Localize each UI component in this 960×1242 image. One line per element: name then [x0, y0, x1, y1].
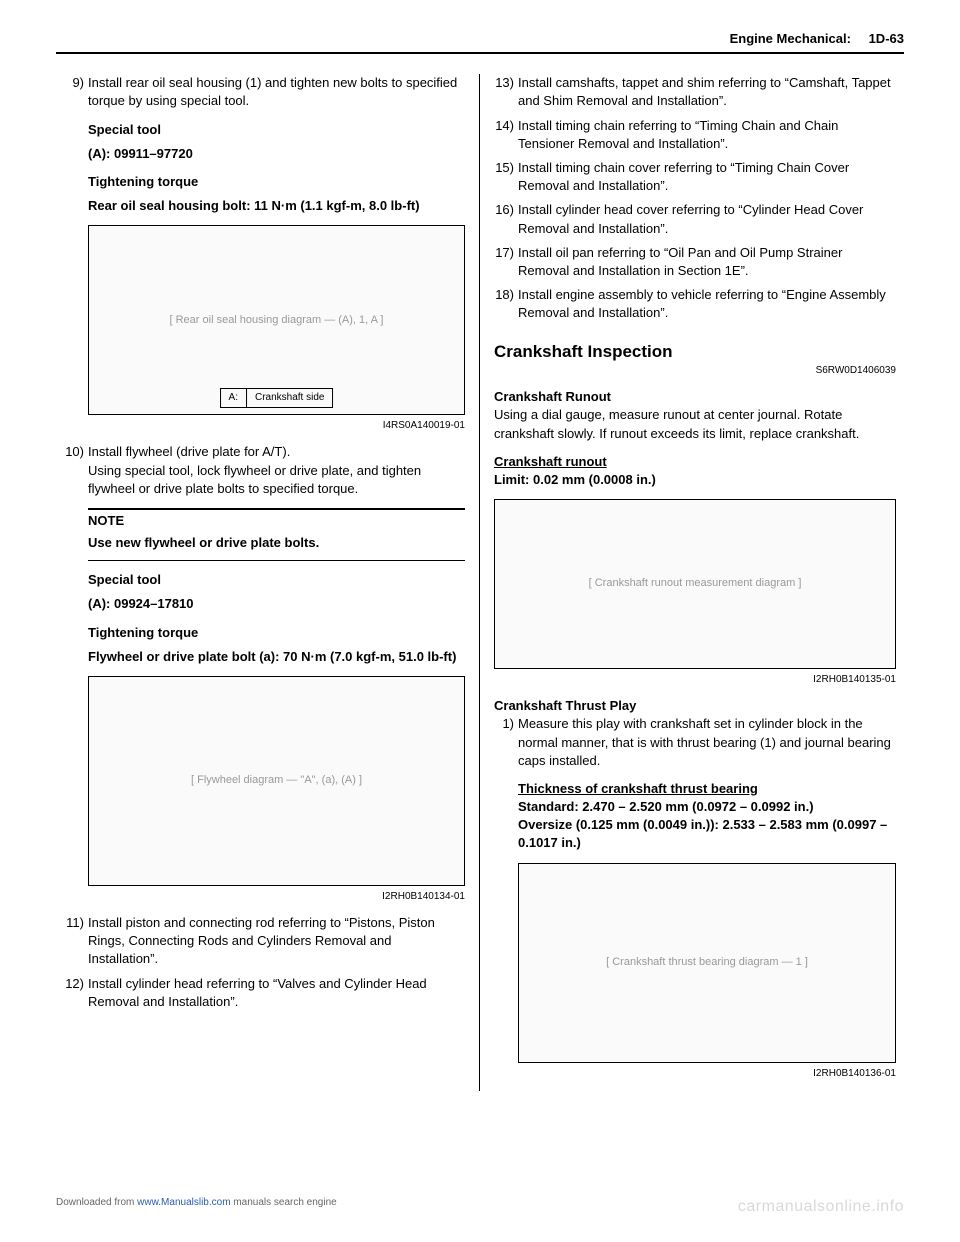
figure-crankshaft-runout: [ Crankshaft runout measurement diagram …: [494, 499, 896, 669]
step-text: Install timing chain cover referring to …: [518, 159, 896, 195]
thrust-spec: Thickness of crankshaft thrust bearing S…: [518, 780, 896, 853]
figure-id: I4RS0A140019-01: [88, 419, 465, 433]
step-14: 14) Install timing chain referring to “T…: [494, 117, 896, 153]
reference-code: S6RW0D1406039: [494, 364, 896, 378]
right-column: 13) Install camshafts, tappet and shim r…: [480, 74, 904, 1090]
step-number: 10): [64, 443, 88, 498]
step-text: Install camshafts, tappet and shim refer…: [518, 74, 896, 110]
step-text: Install piston and connecting rod referr…: [88, 914, 465, 969]
figure-flywheel: [ Flywheel diagram — "A", (a), (A) ]: [88, 676, 465, 886]
step-12: 12) Install cylinder head referring to “…: [64, 975, 465, 1011]
legend-text: Crankshaft side: [246, 389, 332, 408]
figure-placeholder: [ Rear oil seal housing diagram — (A), 1…: [170, 313, 384, 328]
step-17: 17) Install oil pan referring to “Oil Pa…: [494, 244, 896, 280]
figure-placeholder: [ Crankshaft runout measurement diagram …: [589, 576, 802, 591]
runout-spec: Crankshaft runout Limit: 0.02 mm (0.0008…: [494, 453, 896, 489]
dl-suffix: manuals search engine: [231, 1197, 337, 1208]
step-9: 9) Install rear oil seal housing (1) and…: [64, 74, 465, 110]
legend-key: A:: [220, 389, 246, 408]
step-text: Install rear oil seal housing (1) and ti…: [88, 74, 465, 110]
section-title: Engine Mechanical:: [730, 31, 851, 46]
figure-thrust-bearing: [ Crankshaft thrust bearing diagram — 1 …: [518, 863, 896, 1063]
dl-prefix: Downloaded from: [56, 1197, 137, 1208]
figure-id: I2RH0B140135-01: [494, 673, 896, 687]
step-15: 15) Install timing chain cover referring…: [494, 159, 896, 195]
thrust-spec-line2: Oversize (0.125 mm (0.0049 in.)): 2.533 …: [518, 816, 896, 852]
crankshaft-inspection-title: Crankshaft Inspection: [494, 340, 896, 364]
figure-legend: A:Crankshaft side: [220, 388, 334, 408]
step-18: 18) Install engine assembly to vehicle r…: [494, 286, 896, 322]
step-text: Install cylinder head cover referring to…: [518, 201, 896, 237]
note-label: NOTE: [88, 512, 465, 530]
step-number: 17): [494, 244, 518, 280]
step-text: Measure this play with crankshaft set in…: [518, 715, 896, 770]
rule: [88, 560, 465, 561]
special-tool-label: Special tool: [88, 121, 465, 139]
step-16: 16) Install cylinder head cover referrin…: [494, 201, 896, 237]
download-note: Downloaded from www.Manualslib.com manua…: [56, 1196, 337, 1210]
torque-value: Rear oil seal housing bolt: 11 N·m (1.1 …: [88, 197, 465, 215]
special-tool-value: (A): 09911–97720: [88, 145, 465, 163]
step-number: 13): [494, 74, 518, 110]
thrust-spec-line1: Standard: 2.470 – 2.520 mm (0.0972 – 0.0…: [518, 798, 896, 816]
step-number: 18): [494, 286, 518, 322]
step-text: Install oil pan referring to “Oil Pan an…: [518, 244, 896, 280]
runout-spec-value: Limit: 0.02 mm (0.0008 in.): [494, 471, 896, 489]
thrust-step-1: 1) Measure this play with crankshaft set…: [494, 715, 896, 770]
step-number: 16): [494, 201, 518, 237]
rule: [88, 508, 465, 510]
content-columns: 9) Install rear oil seal housing (1) and…: [56, 74, 904, 1090]
torque-label: Tightening torque: [88, 173, 465, 191]
step-number: 9): [64, 74, 88, 110]
step-text-line2: Using special tool, lock flywheel or dri…: [88, 463, 421, 496]
step-number: 14): [494, 117, 518, 153]
step-number: 15): [494, 159, 518, 195]
figure-rear-oil-seal: [ Rear oil seal housing diagram — (A), 1…: [88, 225, 465, 415]
figure-placeholder: [ Crankshaft thrust bearing diagram — 1 …: [606, 955, 808, 970]
step-number: 1): [494, 715, 518, 770]
step-number: 11): [64, 914, 88, 969]
note-block: NOTE Use new flywheel or drive plate bol…: [88, 508, 465, 561]
thrust-heading: Crankshaft Thrust Play: [494, 697, 896, 715]
runout-heading: Crankshaft Runout: [494, 388, 896, 406]
step-11: 11) Install piston and connecting rod re…: [64, 914, 465, 969]
figure-id: I2RH0B140136-01: [518, 1067, 896, 1081]
step-number: 12): [64, 975, 88, 1011]
step-13: 13) Install camshafts, tappet and shim r…: [494, 74, 896, 110]
page-footer: Downloaded from www.Manualslib.com manua…: [56, 1196, 904, 1218]
thrust-spec-label: Thickness of crankshaft thrust bearing: [518, 780, 896, 798]
note-body: Use new flywheel or drive plate bolts.: [88, 534, 465, 552]
step-text: Install cylinder head referring to “Valv…: [88, 975, 465, 1011]
special-tool-label: Special tool: [88, 571, 465, 589]
step-10: 10) Install flywheel (drive plate for A/…: [64, 443, 465, 498]
left-column: 9) Install rear oil seal housing (1) and…: [56, 74, 480, 1090]
step-text: Install flywheel (drive plate for A/T). …: [88, 443, 465, 498]
torque-label: Tightening torque: [88, 624, 465, 642]
step-text: Install timing chain referring to “Timin…: [518, 117, 896, 153]
runout-body: Using a dial gauge, measure runout at ce…: [494, 406, 896, 442]
page-number: 1D-63: [869, 31, 904, 46]
page-header: Engine Mechanical: 1D-63: [56, 30, 904, 54]
step-text-line1: Install flywheel (drive plate for A/T).: [88, 444, 290, 459]
manualslib-link[interactable]: www.Manualslib.com: [137, 1197, 230, 1208]
figure-placeholder: [ Flywheel diagram — "A", (a), (A) ]: [191, 773, 362, 788]
step-text: Install engine assembly to vehicle refer…: [518, 286, 896, 322]
header-text: Engine Mechanical: 1D-63: [56, 30, 904, 48]
runout-spec-label: Crankshaft runout: [494, 453, 896, 471]
special-tool-value: (A): 09924–17810: [88, 595, 465, 613]
figure-id: I2RH0B140134-01: [88, 890, 465, 904]
torque-value: Flywheel or drive plate bolt (a): 70 N·m…: [88, 648, 465, 666]
watermark: carmanualsonline.info: [738, 1196, 904, 1218]
